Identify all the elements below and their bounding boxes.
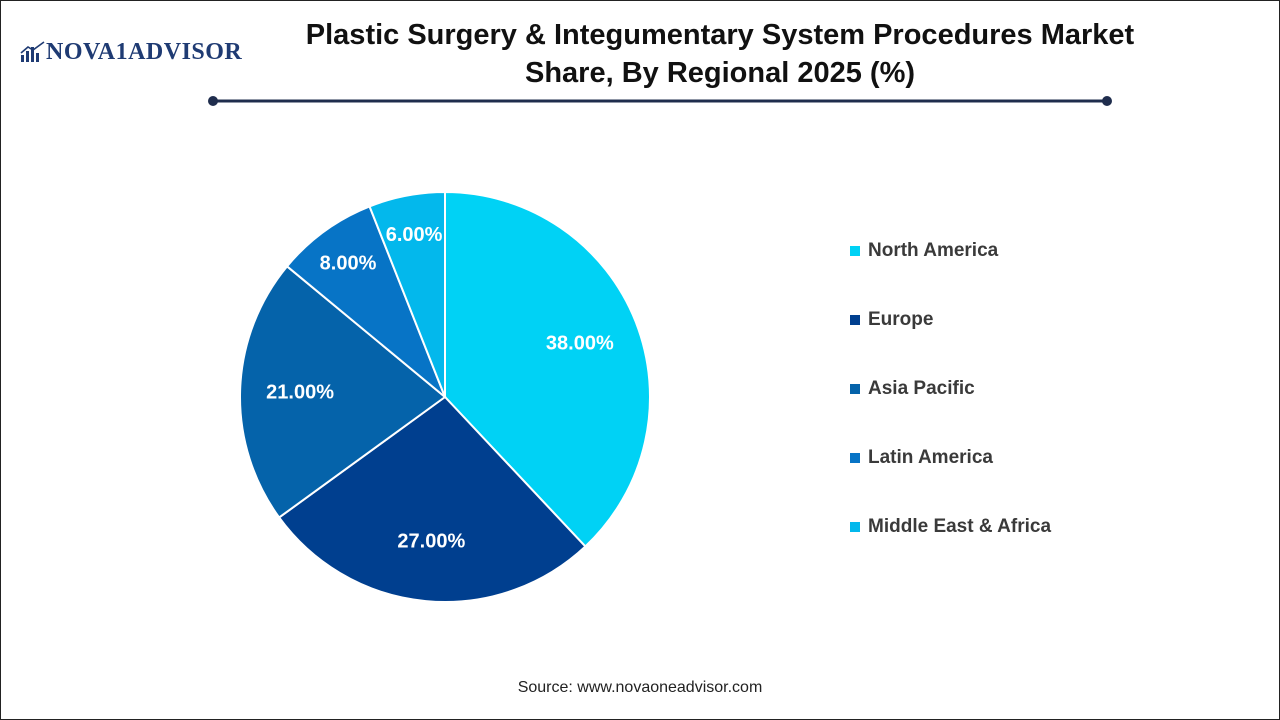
legend-swatch [850,384,860,394]
pie-slice [368,190,446,398]
bar-chart-logo-icon [20,41,45,62]
slice-data-label: 8.00% [320,253,377,275]
title-divider [208,96,1112,106]
slice-data-label: 27.00% [397,530,465,552]
legend-swatch [850,453,860,463]
logo-text: NOVA1ADVISOR [46,38,243,65]
legend-item: Latin America [850,445,1051,471]
legend-label: Middle East & Africa [868,516,1052,537]
legend-label: Europe [868,309,934,330]
slice-data-label: 21.00% [266,381,334,403]
slice-data-label: 6.00% [386,224,443,246]
source-note: Source: www.novaoneadvisor.com [517,679,763,696]
chart-title-line2: Share, By Regional 2025 (%) [524,57,916,89]
legend-swatch [850,246,860,256]
legend-item: Middle East & Africa [850,514,1051,540]
legend-swatch [850,315,860,325]
logo: NOVA1ADVISOR [20,38,242,66]
pie-slice [277,395,587,603]
legend-label: North America [868,240,999,261]
legend-item: Asia Pacific [850,376,1051,402]
chart-legend: North America Europe Asia Pacific Latin Ame… [850,238,1051,583]
slice-data-label: 38.00% [546,333,614,355]
legend-item: Europe [850,307,1051,333]
pie-slice [444,190,651,548]
pie-slice [285,205,446,398]
chart-title: Plastic Surgery & Integumentary System P… [260,16,1180,92]
chart-title-line1: Plastic Surgery & Integumentary System P… [305,19,1135,51]
legend-item: North America [850,238,1051,264]
legend-swatch [850,522,860,532]
legend-label: Asia Pacific [868,378,975,399]
pie-slice [239,264,447,519]
legend-label: Latin America [868,447,993,468]
